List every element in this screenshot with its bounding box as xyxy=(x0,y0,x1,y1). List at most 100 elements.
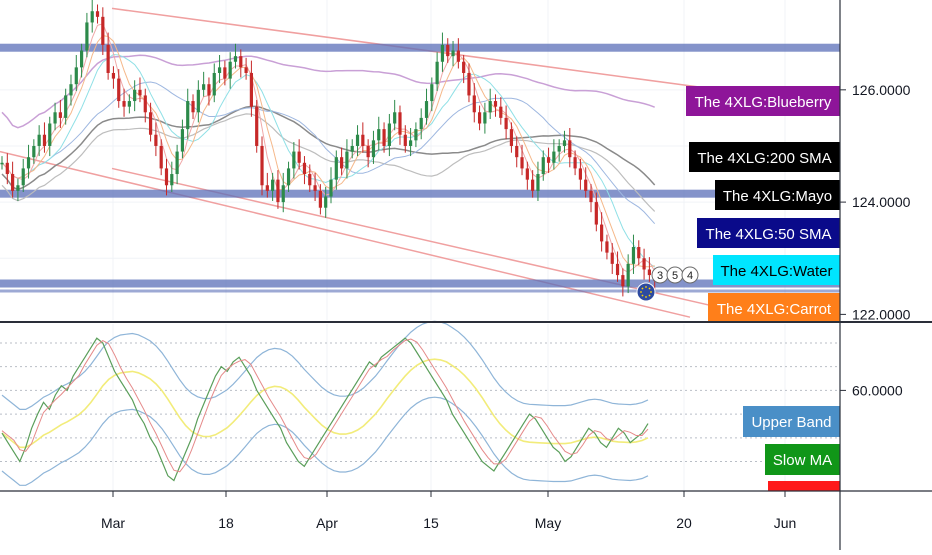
candle xyxy=(584,179,588,191)
candle xyxy=(483,112,487,124)
pane-mask xyxy=(760,491,842,551)
candle xyxy=(37,134,41,146)
candle xyxy=(228,61,232,79)
eu-flag-star xyxy=(640,291,642,293)
candle xyxy=(456,50,460,62)
candle xyxy=(541,157,545,175)
candle xyxy=(615,263,620,276)
level-band-0 xyxy=(0,43,840,52)
candle xyxy=(48,123,52,146)
candle xyxy=(69,84,73,96)
candle xyxy=(435,61,439,85)
candle xyxy=(477,112,482,124)
candle xyxy=(387,123,391,146)
label-layer: 3 5 4 The 4XLG:Blueberry The 4XLG:200 SMA The… xyxy=(636,86,842,551)
price-tick-label: 124.0000 xyxy=(852,194,911,210)
osc-tick-label: 60.0000 xyxy=(852,382,903,398)
candle xyxy=(536,174,540,191)
ma-label-text: The 4XLG:Blueberry xyxy=(695,94,832,111)
candle xyxy=(186,101,190,130)
candle xyxy=(11,174,15,191)
candle xyxy=(504,117,508,130)
osc-label-box xyxy=(743,406,840,437)
eu-flag-star xyxy=(641,287,644,290)
candle xyxy=(212,72,216,96)
candle xyxy=(292,151,296,169)
candle xyxy=(546,157,551,163)
candle xyxy=(85,22,89,51)
candle xyxy=(5,162,9,175)
price-tick-label: 126.0000 xyxy=(852,82,911,98)
last-price-marker-text: 5 xyxy=(672,270,678,282)
osc-upper-band xyxy=(1,320,649,410)
candle xyxy=(286,168,291,186)
candle xyxy=(446,44,450,57)
candle xyxy=(626,263,630,287)
candle xyxy=(408,140,413,146)
candle xyxy=(462,61,466,73)
ma-label-box xyxy=(686,86,840,116)
osc-fast-ma xyxy=(1,338,649,473)
candle xyxy=(217,67,222,73)
candle xyxy=(265,185,269,191)
osc-label-text: Slow MA xyxy=(773,452,832,469)
candle xyxy=(324,196,328,208)
candle xyxy=(133,89,137,102)
candle xyxy=(557,145,561,152)
candle xyxy=(74,67,78,85)
ma-label-box xyxy=(715,180,840,210)
candle xyxy=(393,112,397,124)
ma-label-box xyxy=(689,142,840,172)
candle xyxy=(191,101,195,113)
candle xyxy=(647,269,651,276)
main-series-layer xyxy=(0,0,840,318)
candle xyxy=(605,241,609,253)
candle xyxy=(642,258,646,270)
ma-label-text: The 4XLG:Mayo xyxy=(723,188,832,205)
candle xyxy=(79,50,84,68)
candle xyxy=(382,129,386,146)
candle xyxy=(127,101,131,107)
candle xyxy=(21,168,25,186)
candle xyxy=(345,151,349,169)
candle xyxy=(377,129,381,141)
last-price-marker-text: 3 xyxy=(657,270,663,282)
ma-label-text: The 4XLG:Water xyxy=(721,263,833,280)
level-band-secondary xyxy=(0,289,840,293)
ma-label-text: The 4XLG:50 SMA xyxy=(706,226,832,243)
time-tick-label: 20 xyxy=(676,515,692,531)
ma-blueberry-line xyxy=(1,54,655,129)
ma-200-line xyxy=(1,105,656,191)
candle xyxy=(467,72,471,96)
candle xyxy=(180,129,185,152)
candle xyxy=(562,140,567,146)
last-price-marker-text: 4 xyxy=(687,270,693,282)
candle xyxy=(366,145,370,158)
ma-label-box xyxy=(697,218,840,248)
candle xyxy=(202,84,206,90)
candle xyxy=(631,247,636,264)
ma-label-box xyxy=(713,255,840,285)
ma-label-text: The 4XLG:200 SMA xyxy=(697,150,831,167)
eu-flag-star xyxy=(645,286,647,288)
candle xyxy=(440,44,445,62)
candle xyxy=(159,145,163,169)
ma-fast-line xyxy=(1,23,656,273)
candle xyxy=(509,129,514,146)
candle xyxy=(340,157,344,169)
eu-flag-star xyxy=(650,291,652,293)
last-price-marker xyxy=(681,266,699,284)
candle xyxy=(419,117,423,130)
candle xyxy=(589,190,593,203)
level-band-2 xyxy=(0,279,840,288)
time-tick-label: 18 xyxy=(218,515,234,531)
candle xyxy=(90,11,94,23)
time-tick-label: 15 xyxy=(423,515,439,531)
ma-carrot-line xyxy=(1,35,655,268)
candle xyxy=(175,151,179,175)
candle xyxy=(276,179,280,203)
ma-water-line xyxy=(1,53,655,268)
